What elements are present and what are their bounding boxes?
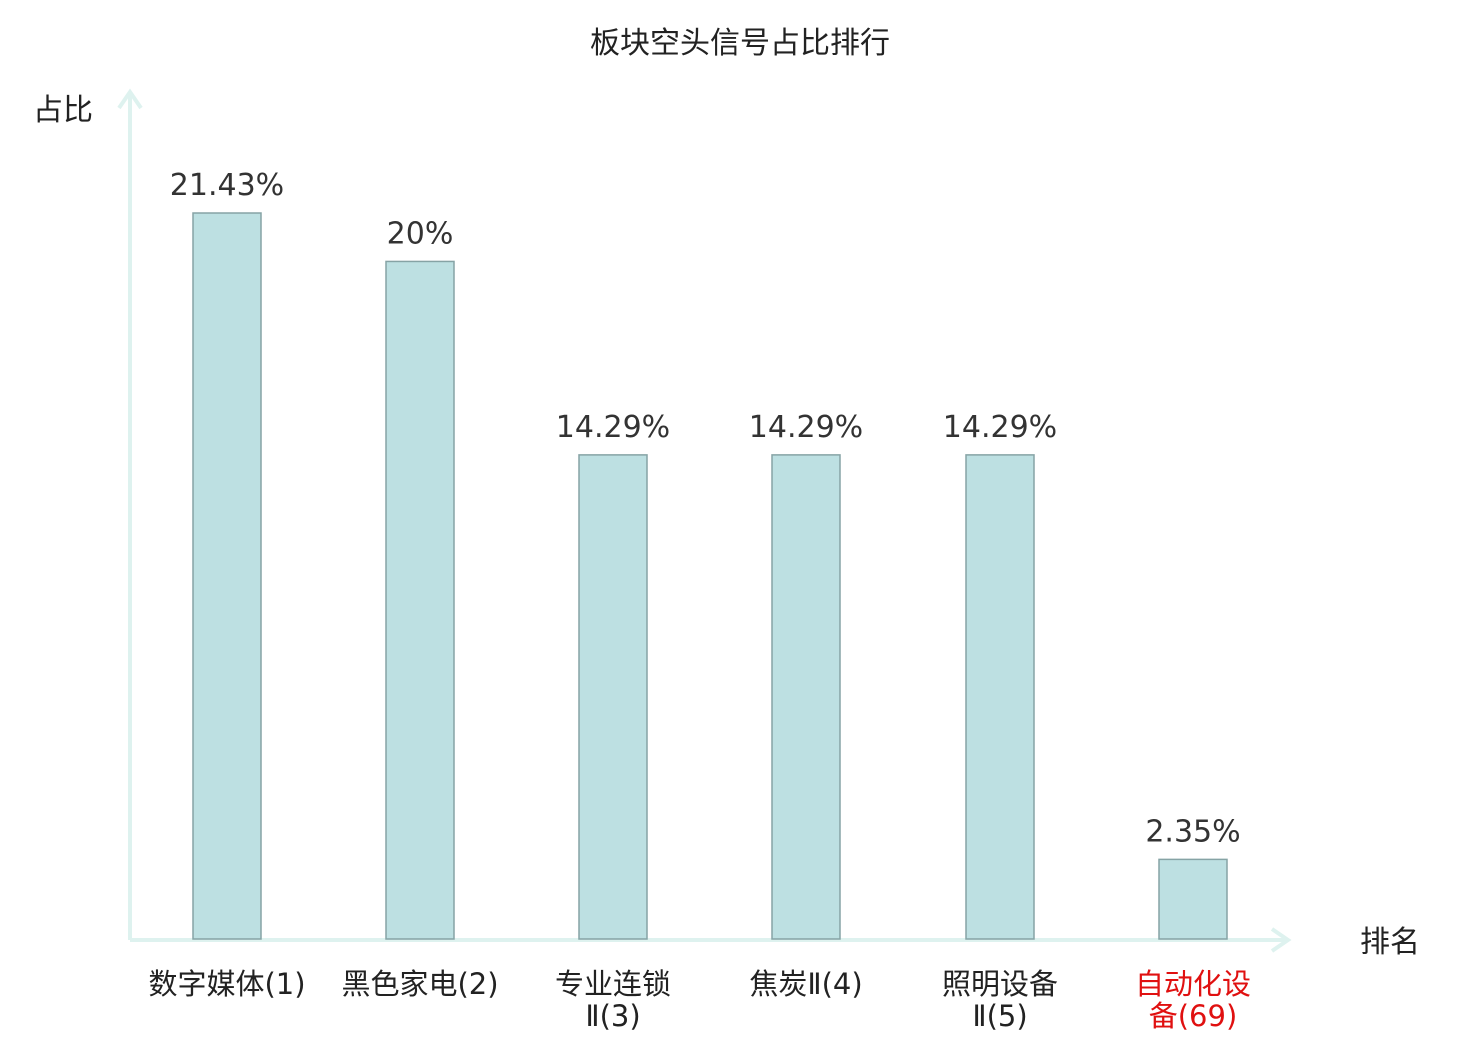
category-label: 自动化设 bbox=[1135, 967, 1251, 1001]
bar bbox=[578, 454, 648, 940]
category-label: 焦炭Ⅱ(4) bbox=[749, 967, 862, 1001]
x-axis-arrowhead bbox=[1270, 927, 1292, 953]
category-label: 专业连锁 bbox=[555, 967, 671, 1001]
category-label: 黑色家电(2) bbox=[341, 967, 498, 1001]
value-label: 2.35% bbox=[1145, 814, 1240, 849]
value-label: 21.43% bbox=[170, 168, 284, 203]
bar bbox=[385, 260, 455, 940]
value-label: 14.29% bbox=[556, 410, 670, 445]
bar bbox=[192, 212, 262, 940]
y-axis-arrowhead bbox=[117, 88, 143, 110]
category-label: Ⅱ(5) bbox=[972, 999, 1027, 1033]
bar bbox=[1158, 858, 1228, 940]
category-label: 照明设备 bbox=[942, 967, 1058, 1001]
chart-title: 板块空头信号占比排行 bbox=[590, 26, 890, 61]
x-axis-label: 排名 bbox=[1360, 925, 1420, 960]
bar bbox=[771, 454, 841, 940]
bar bbox=[965, 454, 1035, 940]
category-label: 数字媒体(1) bbox=[148, 967, 305, 1001]
y-axis-label: 占比 bbox=[33, 93, 93, 128]
value-label: 20% bbox=[387, 216, 454, 251]
value-label: 14.29% bbox=[943, 410, 1057, 445]
category-label: 备(69) bbox=[1149, 999, 1238, 1033]
value-label: 14.29% bbox=[749, 410, 863, 445]
category-label: Ⅱ(3) bbox=[585, 999, 640, 1033]
